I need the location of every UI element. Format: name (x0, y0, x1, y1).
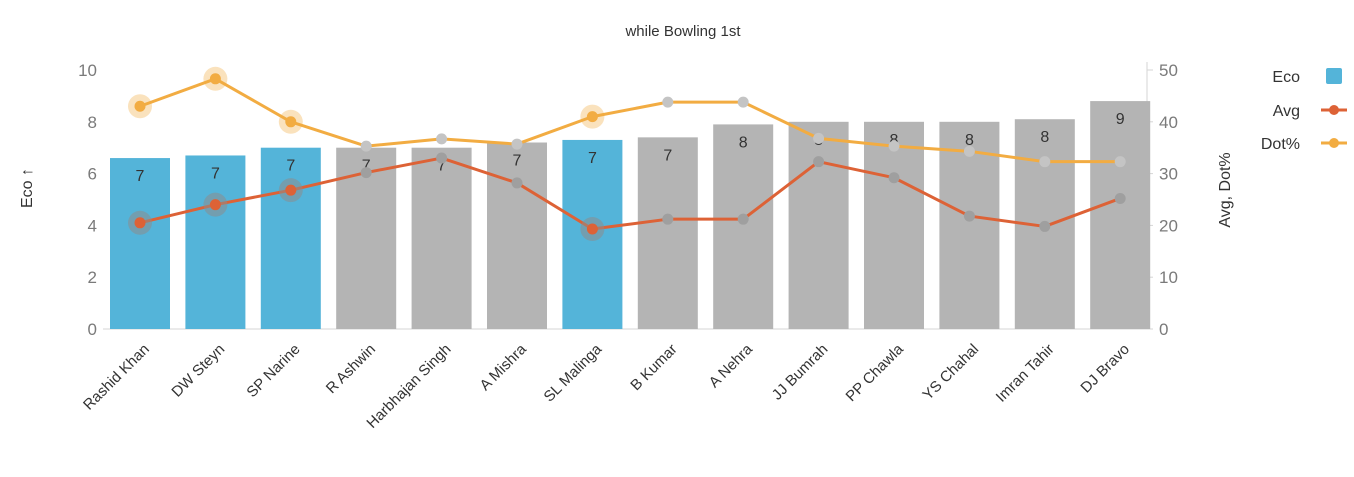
category-label: B Kumar (627, 341, 680, 394)
bars-layer (110, 101, 1151, 330)
y2-tick-label: 30 (1159, 165, 1178, 184)
bar-eco (487, 142, 547, 329)
category-label: SL Malinga (541, 340, 606, 405)
category-label: DW Steyn (168, 341, 228, 401)
bar-data-label: 7 (211, 165, 220, 182)
bar-eco (411, 147, 472, 329)
y-axis-label: Eco ↑ (19, 168, 36, 208)
legend-label-eco: Eco (1272, 69, 1300, 86)
avg-marker (1114, 192, 1126, 204)
category-label: Rashid Khan (80, 341, 153, 414)
bar-data-label: 8 (739, 134, 748, 151)
legend-marker-dot-pct (1329, 138, 1339, 148)
bar-data-label: 7 (136, 168, 145, 185)
avg-marker (209, 199, 221, 211)
bar-eco (185, 155, 246, 329)
category-label: Imran Tahir (993, 341, 1058, 406)
legend: Eco Avg Dot% (1261, 68, 1347, 153)
legend-swatch-eco (1326, 68, 1342, 84)
category-label: A Nehra (706, 340, 757, 391)
avg-marker (888, 172, 900, 184)
dot-pct-marker (813, 132, 825, 144)
avg-marker (436, 152, 448, 164)
dot-pct-marker (1039, 156, 1051, 168)
y-tick-label: 0 (88, 320, 97, 339)
category-label: PP Chawla (843, 340, 908, 405)
legend-marker-avg (1329, 105, 1339, 115)
bar-eco (864, 121, 924, 329)
avg-marker (813, 156, 825, 168)
avg-marker (662, 213, 674, 225)
y-tick-label: 8 (88, 113, 97, 132)
avg-line (139, 156, 1121, 231)
avg-marker (511, 177, 523, 189)
dot-pct-marker (285, 116, 297, 128)
category-label: A Mishra (477, 340, 531, 394)
dot-pct-marker (436, 133, 448, 145)
dot-pct-marker (586, 111, 598, 123)
dot-pct-marker (662, 96, 674, 108)
bar-data-label: 8 (1040, 129, 1049, 146)
dot-pct-marker (888, 140, 900, 152)
bar-eco (1090, 101, 1151, 329)
y-tick-label: 6 (88, 165, 97, 184)
dot-pct-marker (1114, 156, 1126, 168)
avg-marker (963, 210, 975, 222)
dot-pct-marker (360, 140, 372, 152)
bar-eco (110, 158, 170, 329)
avg-marker (586, 223, 598, 235)
bar-data-label: 8 (965, 132, 974, 149)
bar-data-label: 7 (663, 147, 672, 164)
bar-data-label: 7 (286, 158, 295, 175)
legend-label-dot-pct: Dot% (1261, 136, 1300, 153)
category-label: SP Narine (243, 341, 303, 401)
dot-pct-line (139, 77, 1121, 164)
bar-data-label: 7 (588, 150, 597, 167)
avg-marker (285, 184, 297, 196)
y2-tick-label: 50 (1159, 61, 1178, 80)
bar-eco (260, 147, 321, 329)
avg-marker (737, 213, 749, 225)
lines-layer (128, 66, 1126, 242)
category-label: YS Chahal (919, 341, 982, 404)
avg-marker (360, 167, 372, 179)
y2-tick-label: 20 (1159, 216, 1178, 235)
chart-title: while Bowling 1st (624, 23, 741, 40)
bar-data-label: 8 (890, 132, 899, 149)
avg-marker (1039, 220, 1051, 232)
category-label: DJ Bravo (1077, 341, 1133, 397)
bar-data-label: 7 (437, 158, 446, 175)
y-tick-label: 4 (88, 216, 97, 235)
dot-pct-marker (963, 145, 975, 157)
bar-eco (637, 137, 698, 329)
category-labels-layer: Rashid Khan DW Steyn SP Narine R AshwinHarb… (80, 340, 1133, 432)
bar-eco (788, 121, 849, 329)
dot-pct-marker (209, 73, 221, 85)
bar-data-label: 7 (362, 158, 371, 175)
dot-pct-marker (134, 100, 146, 112)
legend-label-avg: Avg (1273, 103, 1300, 120)
y2-tick-label: 10 (1159, 268, 1178, 287)
avg-marker (134, 217, 146, 229)
y2-tick-label: 0 (1159, 320, 1168, 339)
bar-data-label: 7 (513, 153, 522, 170)
y2-axis-label: Avg, Dot% (1217, 152, 1234, 227)
bar-eco (713, 124, 774, 329)
category-label: JJ Bumrah (769, 341, 832, 404)
bar-data-label: 9 (1116, 111, 1125, 128)
y-tick-label: 2 (88, 268, 97, 287)
category-label: R Ashwin (323, 341, 379, 397)
dot-pct-marker (511, 138, 523, 150)
y-tick-label: 10 (78, 61, 97, 80)
y2-tick-label: 40 (1159, 113, 1178, 132)
dot-pct-marker (737, 96, 749, 108)
